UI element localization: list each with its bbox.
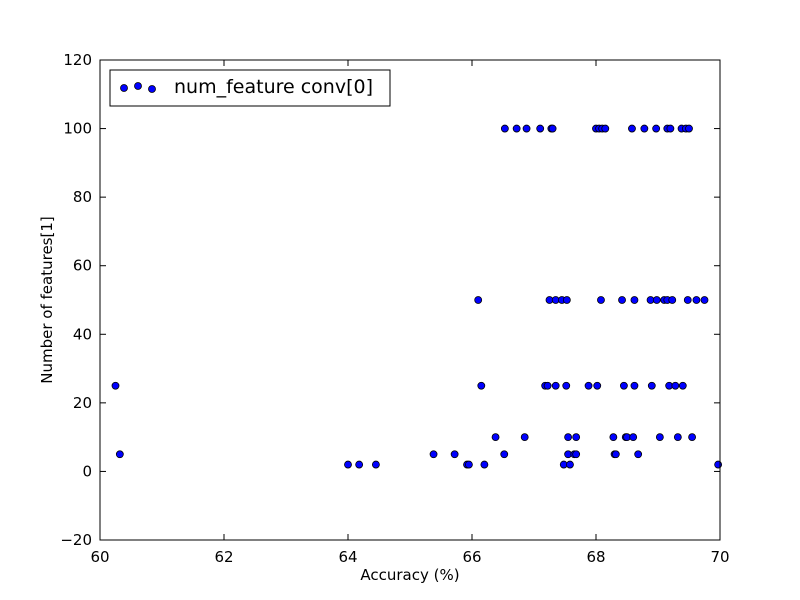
data-point	[678, 381, 687, 390]
legend-box	[109, 69, 391, 107]
y-tick-label: 100	[63, 120, 92, 138]
data-point	[618, 296, 626, 304]
y-tick-label: 80	[73, 188, 92, 206]
data-point	[673, 433, 682, 442]
data-point	[536, 124, 545, 133]
y-tick-label: 60	[73, 257, 92, 275]
data-point	[371, 460, 380, 469]
x-tick-label: 66	[462, 548, 481, 566]
data-point	[548, 124, 557, 133]
legend-markers	[120, 82, 156, 93]
data-point	[564, 433, 572, 442]
data-point	[480, 460, 489, 469]
legend: num_feature conv[0]	[109, 69, 391, 107]
data-point	[512, 124, 521, 133]
data-point	[630, 296, 639, 304]
data-point	[474, 296, 483, 304]
legend-marker	[134, 82, 142, 90]
data-point	[630, 381, 639, 390]
data-point	[647, 381, 656, 390]
legend-marker	[120, 84, 128, 92]
data-point	[688, 433, 696, 442]
x-tick-label: 68	[586, 548, 605, 566]
data-point	[629, 433, 638, 442]
legend-label: num_feature conv[0]	[174, 76, 373, 98]
data-point	[652, 124, 661, 133]
data-point	[491, 433, 500, 442]
data-point	[572, 450, 581, 459]
data-point	[562, 381, 571, 390]
data-point	[450, 450, 459, 459]
data-point	[700, 296, 709, 304]
data-point	[464, 460, 473, 469]
data-point	[566, 460, 574, 469]
data-point	[477, 381, 486, 390]
data-point	[609, 433, 618, 442]
data-point	[543, 381, 552, 390]
data-point	[562, 296, 571, 304]
data-point	[429, 450, 438, 459]
data-point	[692, 296, 701, 304]
x-tick-label: 64	[338, 548, 357, 566]
x-tick-label: 62	[214, 548, 233, 566]
y-axis-label: Number of features[1]	[38, 216, 56, 383]
data-point	[115, 450, 124, 459]
y-tick-label: −20	[60, 531, 92, 549]
data-point	[500, 450, 509, 459]
data-point	[671, 381, 680, 390]
data-point	[668, 296, 677, 304]
plot-frame	[99, 59, 721, 541]
y-tick-label: 20	[73, 394, 92, 412]
data-point	[611, 450, 620, 459]
x-tick-label: 70	[710, 548, 729, 566]
data-point	[634, 450, 643, 459]
data-point	[666, 124, 675, 133]
data-point	[584, 381, 593, 390]
x-axis-label: Accuracy (%)	[360, 566, 459, 584]
data-point	[572, 433, 581, 442]
data-point	[597, 296, 605, 304]
data-point	[714, 460, 723, 469]
data-point	[620, 381, 628, 390]
data-point	[628, 124, 636, 133]
data-point	[522, 124, 531, 133]
axis-ticks: 60 62 64 66 68 70 −20 0 20 40 60 80 100 120	[60, 51, 729, 566]
data-point	[685, 124, 693, 133]
data-point	[111, 381, 120, 390]
data-point	[500, 124, 509, 133]
data-point	[593, 381, 602, 390]
plot-area	[111, 124, 723, 469]
y-tick-label: 0	[82, 462, 92, 480]
data-point	[601, 124, 610, 133]
data-point	[355, 460, 364, 469]
data-point	[640, 124, 649, 133]
data-point	[655, 433, 664, 442]
y-tick-label: 120	[63, 51, 92, 69]
data-point	[344, 460, 352, 469]
data-point	[683, 296, 692, 304]
x-tick-label: 60	[90, 548, 109, 566]
data-point	[551, 381, 560, 390]
y-tick-label: 40	[73, 325, 92, 343]
data-point	[520, 433, 529, 442]
legend-marker	[148, 85, 156, 93]
data-point	[652, 296, 661, 304]
